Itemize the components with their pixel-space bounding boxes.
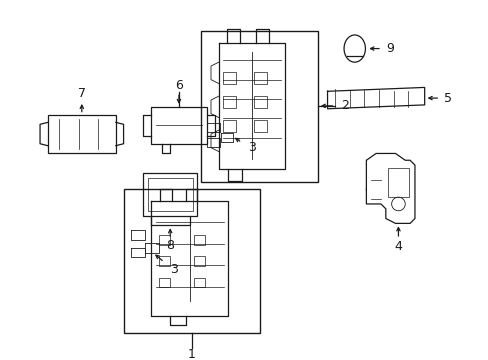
Bar: [222, 72, 236, 84]
Bar: [253, 96, 267, 108]
Bar: [142, 173, 197, 216]
Bar: [193, 256, 205, 266]
Bar: [158, 256, 170, 266]
Text: 2: 2: [341, 99, 348, 112]
Text: 7: 7: [78, 87, 85, 100]
Bar: [201, 31, 317, 182]
Text: 1: 1: [187, 348, 195, 360]
Text: 4: 4: [394, 240, 402, 253]
Bar: [193, 235, 205, 245]
Bar: [123, 189, 259, 333]
Text: 5: 5: [443, 91, 451, 105]
Text: 9: 9: [385, 42, 393, 55]
Bar: [193, 278, 205, 288]
Bar: [253, 72, 267, 84]
Bar: [253, 121, 267, 132]
Text: 3: 3: [247, 141, 255, 154]
Bar: [48, 114, 116, 153]
Text: 3: 3: [170, 262, 178, 275]
Bar: [222, 96, 236, 108]
Bar: [147, 178, 192, 211]
Bar: [158, 235, 170, 245]
Bar: [387, 168, 408, 197]
Text: 8: 8: [166, 239, 174, 252]
Text: 6: 6: [175, 79, 183, 92]
Bar: [150, 107, 207, 144]
Bar: [222, 121, 236, 132]
Bar: [158, 278, 170, 288]
